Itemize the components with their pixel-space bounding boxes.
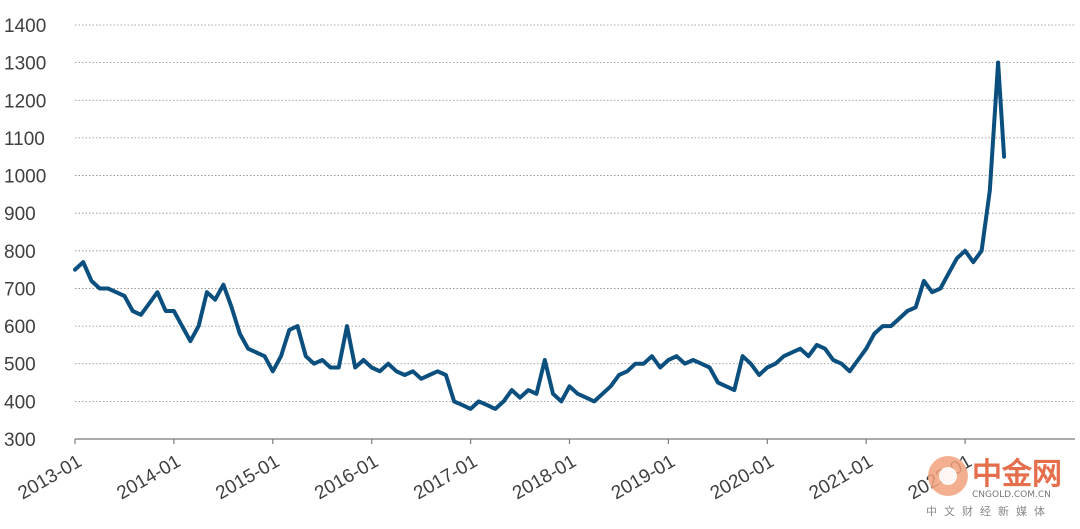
x-tick-label: 2014-01: [114, 451, 185, 504]
x-tick-label: 2020-01: [707, 451, 778, 504]
x-tick-label: 2018-01: [509, 451, 580, 504]
x-tick-label: 2019-01: [608, 451, 679, 504]
x-tick-label: 2015-01: [212, 451, 283, 504]
y-tick-label: 1100: [4, 129, 45, 150]
y-tick-label: 900: [4, 204, 36, 225]
watermark-logo-inner-icon: [939, 467, 957, 485]
x-tick-label: 2013-01: [15, 451, 86, 504]
series-group: [73, 60, 1007, 411]
watermark-subtitle: 中文财经新媒体: [926, 504, 1052, 518]
x-tick-label: 2016-01: [311, 451, 382, 504]
y-tick-label: 300: [4, 430, 36, 451]
y-tick-label: 1400: [4, 16, 46, 37]
x-axis: 2013-01 2014-01 2015-01 2016-01 2017-01 2018-…: [15, 438, 1075, 504]
y-tick-label: 700: [4, 279, 36, 300]
y-tick-label: 600: [4, 317, 36, 338]
watermark-title: 中金网: [972, 457, 1062, 492]
x-tick-label: 2017-01: [410, 451, 481, 504]
series-line: [73, 60, 1001, 411]
watermark-url: CNGOLD.COM.CN: [972, 490, 1051, 500]
y-tick-label: 1000: [4, 167, 46, 188]
y-tick-label: 500: [4, 355, 36, 376]
grid-lines: [75, 24, 1075, 402]
y-tick-label: 400: [4, 392, 36, 413]
series-line: [996, 60, 1007, 159]
watermark: 中金网 CNGOLD.COM.CN 中文财经新媒体: [926, 456, 1062, 518]
y-tick-label: 800: [4, 242, 36, 263]
x-tick-label: 2021-01: [806, 451, 877, 504]
y-tick-label: 1200: [4, 91, 46, 112]
y-axis: 300 400 500 600 700 800 900 1000 1100 1200 1300 140…: [4, 16, 46, 451]
y-tick-label: 1300: [4, 54, 46, 75]
